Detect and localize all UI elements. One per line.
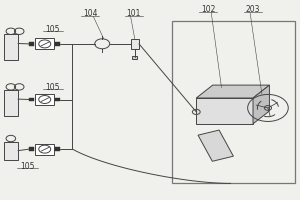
Bar	[172, 21, 295, 183]
Text: 104: 104	[83, 9, 98, 18]
Bar	[35, 38, 54, 49]
Text: 105: 105	[46, 25, 60, 34]
Polygon shape	[196, 98, 253, 124]
Text: 101: 101	[126, 9, 141, 18]
Text: 105: 105	[20, 162, 35, 171]
Polygon shape	[198, 130, 233, 161]
Bar	[29, 98, 34, 101]
Bar	[29, 42, 34, 46]
Bar	[55, 98, 60, 101]
Polygon shape	[196, 85, 269, 98]
Bar	[4, 34, 18, 60]
Bar	[4, 90, 18, 116]
Polygon shape	[253, 85, 269, 124]
Bar	[55, 147, 60, 151]
Text: 203: 203	[246, 5, 260, 14]
Bar	[130, 39, 139, 49]
Text: 102: 102	[201, 5, 215, 14]
Bar	[35, 94, 54, 105]
Text: 105: 105	[46, 83, 60, 92]
Bar	[132, 56, 137, 59]
Bar	[55, 42, 60, 46]
Bar	[29, 147, 34, 151]
Bar	[35, 144, 54, 155]
Bar	[4, 142, 18, 160]
